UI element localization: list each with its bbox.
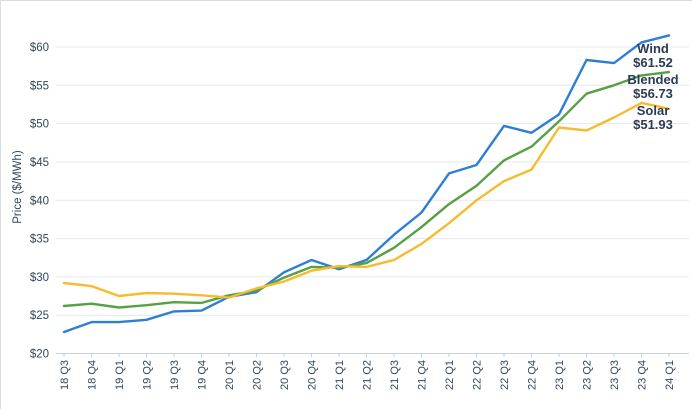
x-axis-tick-label: 21 Q3	[389, 360, 401, 390]
x-axis-tick-label: 20 Q1	[224, 360, 236, 390]
x-axis-tick-label: 22 Q2	[472, 360, 484, 390]
solar-line	[62, 101, 671, 299]
y-axis-tick-label: $20	[30, 349, 49, 361]
series-name-solar: Solar	[636, 103, 670, 118]
x-axis-tick-label: 20 Q3	[279, 360, 291, 390]
y-axis-tick-label: $45	[30, 157, 49, 169]
y-axis-tick-label: $60	[30, 42, 49, 54]
y-axis-tick-label: $55	[30, 80, 49, 92]
x-axis-tick-label: 21 Q2	[362, 360, 374, 390]
x-axis-tick-label: 19 Q2	[142, 360, 154, 390]
x-axis-tick-label: 19 Q3	[169, 360, 181, 390]
x-axis-tick-label: 22 Q4	[527, 360, 539, 390]
y-axis-tick-label: $40	[30, 195, 49, 207]
blended-line	[62, 70, 671, 309]
x-axis-tick-label: 21 Q4	[417, 360, 429, 390]
y-axis-tick-label: $30	[30, 272, 49, 284]
series-label-blended: Blended $56.73	[626, 73, 680, 101]
x-axis-tick-label: 20 Q2	[252, 360, 264, 390]
wind-line	[62, 34, 671, 334]
x-axis-tick-label: 21 Q1	[334, 360, 346, 390]
series-value-solar: $51.93	[633, 117, 673, 132]
x-axis-tick-label: 22 Q3	[499, 360, 511, 390]
series-end-labels: Wind $61.52 Blended $56.73 Solar $51.93	[626, 42, 680, 135]
y-axis-tick-label: $35	[30, 234, 49, 246]
series-name-blended: Blended	[627, 72, 679, 87]
x-axis-tick-label: 24 Q1	[664, 360, 676, 390]
x-axis-tick-label: 23 Q2	[582, 360, 594, 390]
series-name-wind: Wind	[637, 41, 669, 56]
x-axis-tick-label: 19 Q1	[114, 360, 126, 390]
x-axis-tick-label: 23 Q3	[609, 360, 621, 390]
series-value-wind: $61.52	[633, 55, 673, 70]
y-axis-title: Price ($/MWh)	[12, 150, 24, 224]
series-label-solar: Solar $51.93	[626, 104, 680, 132]
series-value-blended: $56.73	[633, 86, 673, 101]
x-axis-tick-label: 18 Q4	[87, 360, 99, 390]
x-axis-tick-label: 20 Q4	[307, 360, 319, 390]
y-axis-tick-label: $50	[30, 119, 49, 131]
y-axis-tick-label: $25	[30, 310, 49, 322]
x-axis-tick-label: 19 Q4	[197, 360, 209, 390]
x-axis-tick-label: 23 Q4	[637, 360, 649, 390]
x-axis-tick-label: 18 Q3	[59, 360, 71, 390]
x-axis-tick-label: 23 Q1	[554, 360, 566, 390]
x-axis-tick-label: 22 Q1	[444, 360, 456, 390]
series-label-wind: Wind $61.52	[626, 42, 680, 70]
